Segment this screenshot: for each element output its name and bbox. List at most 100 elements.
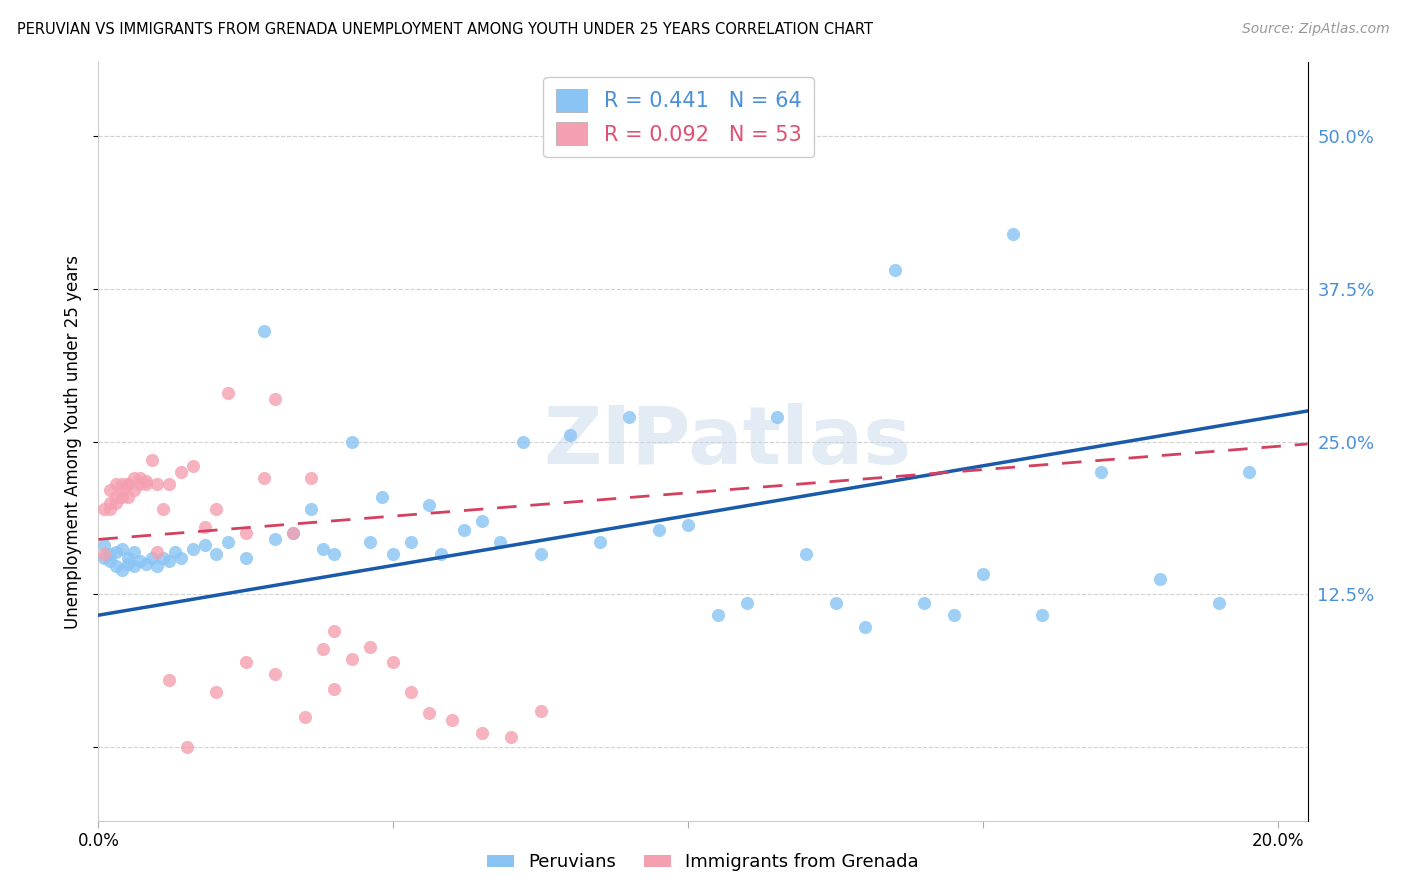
Point: [453, 523, 475, 537]
Point: [98, 547, 121, 561]
Point: [205, 547, 228, 561]
Point: [111, 563, 134, 577]
Point: [181, 542, 204, 557]
Point: [501, 731, 523, 745]
Point: [194, 539, 217, 553]
Point: [294, 709, 316, 723]
Point: [560, 428, 582, 442]
Point: [530, 704, 553, 718]
Point: [205, 685, 228, 699]
Point: [157, 477, 180, 491]
Point: [235, 526, 257, 541]
Point: [281, 526, 304, 541]
Point: [117, 490, 139, 504]
Point: [146, 544, 169, 558]
Point: [418, 706, 440, 720]
Point: [488, 534, 510, 549]
Point: [111, 483, 134, 498]
Point: [98, 496, 121, 510]
Point: [735, 596, 758, 610]
Point: [323, 547, 346, 561]
Point: [205, 501, 228, 516]
Text: ZIPatlas: ZIPatlas: [543, 402, 911, 481]
Point: [589, 534, 612, 549]
Point: [235, 655, 257, 669]
Point: [194, 520, 217, 534]
Point: [299, 501, 322, 516]
Point: [359, 534, 381, 549]
Y-axis label: Unemployment Among Youth under 25 years: Unemployment Among Youth under 25 years: [65, 254, 83, 629]
Point: [128, 554, 150, 568]
Point: [340, 434, 363, 449]
Point: [942, 608, 965, 623]
Point: [141, 453, 163, 467]
Point: [146, 559, 169, 574]
Point: [1001, 227, 1024, 241]
Point: [217, 534, 239, 549]
Point: [648, 523, 671, 537]
Point: [252, 325, 274, 339]
Point: [170, 465, 193, 479]
Point: [824, 596, 846, 610]
Point: [111, 490, 134, 504]
Point: [135, 557, 157, 571]
Point: [181, 458, 204, 473]
Point: [264, 533, 287, 547]
Point: [281, 526, 304, 541]
Point: [111, 477, 134, 491]
Point: [323, 681, 346, 696]
Point: [165, 544, 187, 558]
Point: [93, 550, 115, 565]
Point: [382, 655, 405, 669]
Point: [105, 490, 128, 504]
Point: [170, 550, 193, 565]
Point: [883, 263, 905, 277]
Point: [135, 477, 157, 491]
Point: [382, 547, 405, 561]
Point: [105, 477, 128, 491]
Point: [252, 471, 274, 485]
Point: [98, 483, 121, 498]
Point: [678, 517, 700, 532]
Point: [117, 477, 139, 491]
Point: [765, 410, 787, 425]
Point: [912, 596, 935, 610]
Point: [117, 477, 139, 491]
Legend: R = 0.441   N = 64, R = 0.092   N = 53: R = 0.441 N = 64, R = 0.092 N = 53: [544, 77, 814, 158]
Point: [794, 547, 817, 561]
Point: [418, 498, 440, 512]
Point: [117, 557, 139, 571]
Point: [146, 477, 169, 491]
Point: [217, 385, 239, 400]
Point: [128, 477, 150, 491]
Point: [122, 559, 145, 574]
Point: [311, 642, 333, 657]
Point: [1208, 596, 1230, 610]
Legend: Peruvians, Immigrants from Grenada: Peruvians, Immigrants from Grenada: [479, 847, 927, 879]
Point: [441, 714, 464, 728]
Point: [359, 640, 381, 654]
Point: [972, 566, 994, 581]
Point: [105, 559, 128, 574]
Point: [105, 544, 128, 558]
Point: [1237, 465, 1260, 479]
Text: Source: ZipAtlas.com: Source: ZipAtlas.com: [1241, 22, 1389, 37]
Point: [323, 624, 346, 639]
Point: [141, 550, 163, 565]
Point: [152, 501, 174, 516]
Point: [1090, 465, 1112, 479]
Point: [122, 544, 145, 558]
Point: [235, 550, 257, 565]
Point: [128, 471, 150, 485]
Point: [311, 542, 333, 557]
Point: [264, 392, 287, 406]
Point: [1149, 572, 1171, 586]
Point: [706, 608, 728, 623]
Point: [122, 483, 145, 498]
Point: [1031, 608, 1053, 623]
Point: [399, 534, 422, 549]
Point: [471, 725, 494, 739]
Point: [93, 501, 115, 516]
Point: [157, 554, 180, 568]
Point: [512, 434, 534, 449]
